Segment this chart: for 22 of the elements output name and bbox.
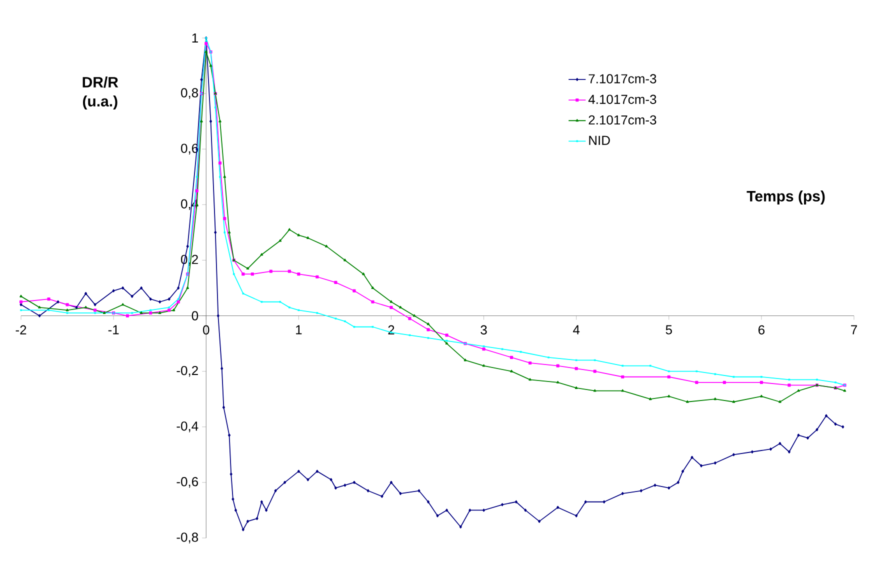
y-axis-title: DR/R (u.a.) (82, 76, 118, 110)
y-tick-label: -0,8 (176, 532, 198, 544)
y-tick-label: 1 (192, 34, 198, 42)
legend-label: 4.1017cm-3 (588, 94, 656, 104)
legend-label: 7.1017cm-3 (588, 74, 656, 84)
y-tick-label: -0,4 (176, 422, 198, 432)
y-tick-label: -0,2 (176, 366, 198, 377)
legend-label: NID (589, 136, 610, 145)
x-tick-label: 5 (666, 325, 672, 334)
x-tick-label: -1 (108, 325, 119, 334)
x-tick-label: 7 (851, 325, 857, 334)
x-tick-label: -2 (16, 325, 26, 334)
legend-label: 2.1017cm-3 (588, 115, 656, 125)
y-tick-label: 0 (192, 311, 198, 320)
y-tick-label: -0,6 (176, 477, 198, 488)
x-tick-label: 1 (296, 325, 302, 334)
x-axis-title: Temps (ps) (746, 190, 825, 204)
y-tick-label: 0,8 (181, 88, 198, 99)
x-tick-label: 6 (758, 325, 764, 334)
x-tick-label: 3 (480, 325, 487, 334)
x-tick-label: 4 (573, 325, 580, 334)
x-tick-label: 0 (203, 325, 210, 334)
